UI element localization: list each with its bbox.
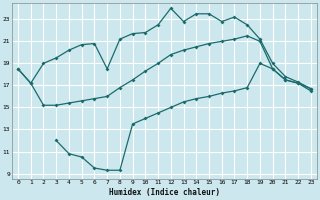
X-axis label: Humidex (Indice chaleur): Humidex (Indice chaleur) (109, 188, 220, 197)
